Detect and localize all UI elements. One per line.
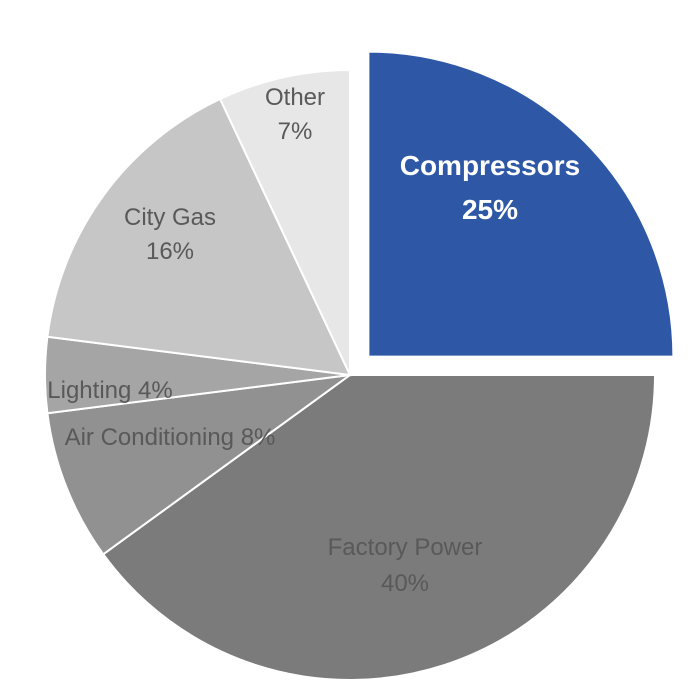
pie-chart: Compressors 25% Factory Power 40% Air Condit…	[0, 0, 700, 700]
slice-label: 40%	[381, 570, 429, 597]
slice-label: Lighting 4%	[47, 377, 172, 404]
slice-label: Other	[265, 84, 325, 111]
slice-label: Compressors	[400, 150, 581, 181]
pie-slice	[368, 52, 673, 357]
slice-label: 25%	[462, 194, 518, 225]
slice-label: 7%	[278, 118, 313, 145]
slice-label: Factory Power	[328, 534, 483, 561]
slice-label: 16%	[146, 238, 194, 265]
slice-label-group: Lighting 4%	[47, 377, 172, 404]
slice-label: City Gas	[124, 204, 216, 231]
slice-label-group: Air Conditioning 8%	[65, 424, 276, 451]
slice-label: Air Conditioning 8%	[65, 424, 276, 451]
